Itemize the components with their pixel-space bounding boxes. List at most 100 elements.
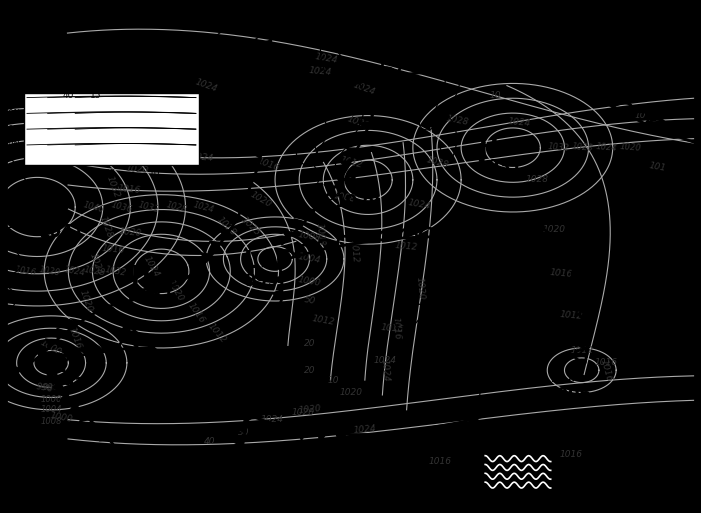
Text: 1020: 1020 xyxy=(39,265,62,278)
Polygon shape xyxy=(355,435,365,445)
Text: 1016: 1016 xyxy=(599,358,613,383)
Polygon shape xyxy=(133,333,144,343)
Text: 1012: 1012 xyxy=(394,241,418,252)
Polygon shape xyxy=(450,422,460,433)
Polygon shape xyxy=(243,384,253,391)
Polygon shape xyxy=(210,241,221,249)
Text: 1024: 1024 xyxy=(88,251,104,277)
Polygon shape xyxy=(111,294,121,306)
Text: 1020: 1020 xyxy=(339,388,362,397)
Polygon shape xyxy=(313,196,325,204)
Text: 1040: 1040 xyxy=(82,200,105,214)
Polygon shape xyxy=(297,430,308,440)
Polygon shape xyxy=(381,12,392,20)
Polygon shape xyxy=(412,429,423,440)
Text: 1024: 1024 xyxy=(193,78,219,94)
Polygon shape xyxy=(269,262,280,269)
Text: 1012: 1012 xyxy=(559,310,583,321)
Polygon shape xyxy=(97,303,105,311)
Text: 1028: 1028 xyxy=(215,215,238,238)
Polygon shape xyxy=(24,357,34,365)
Polygon shape xyxy=(364,109,375,116)
Polygon shape xyxy=(212,394,224,404)
Text: 1012: 1012 xyxy=(349,240,360,263)
Polygon shape xyxy=(359,122,370,129)
Text: 1028: 1028 xyxy=(446,114,470,127)
Text: 1016: 1016 xyxy=(390,317,401,340)
Text: 101: 101 xyxy=(648,162,667,173)
Polygon shape xyxy=(172,365,182,375)
Polygon shape xyxy=(374,434,385,444)
Text: 1012: 1012 xyxy=(339,155,363,170)
Text: 1016: 1016 xyxy=(429,457,452,466)
Text: 1028: 1028 xyxy=(526,175,548,184)
Polygon shape xyxy=(271,276,282,283)
Polygon shape xyxy=(251,151,262,158)
Polygon shape xyxy=(283,230,294,239)
Text: 1028: 1028 xyxy=(425,155,449,170)
Polygon shape xyxy=(256,109,266,116)
Text: 1020: 1020 xyxy=(249,190,273,209)
Text: 1020: 1020 xyxy=(414,277,426,301)
Text: 1008: 1008 xyxy=(314,223,325,246)
Text: 1006: 1006 xyxy=(545,386,591,404)
Text: 1000: 1000 xyxy=(39,339,63,358)
Polygon shape xyxy=(226,404,237,415)
Polygon shape xyxy=(53,382,62,388)
Polygon shape xyxy=(367,95,377,102)
Text: 80: 80 xyxy=(62,169,74,178)
Polygon shape xyxy=(245,370,257,378)
Polygon shape xyxy=(369,81,380,88)
Text: 1008: 1008 xyxy=(41,417,62,426)
Text: 1025: 1025 xyxy=(240,215,262,238)
Text: 1024: 1024 xyxy=(63,265,86,278)
Polygon shape xyxy=(69,404,79,411)
Polygon shape xyxy=(240,398,251,405)
Text: 1024: 1024 xyxy=(595,142,618,153)
Polygon shape xyxy=(145,344,156,353)
Bar xyxy=(482,449,554,491)
Text: 1016: 1016 xyxy=(381,323,404,333)
Text: 1020: 1020 xyxy=(125,165,149,175)
Polygon shape xyxy=(259,330,271,338)
Polygon shape xyxy=(339,161,350,168)
Polygon shape xyxy=(218,229,230,237)
Text: 1000: 1000 xyxy=(297,275,322,288)
Text: 1028: 1028 xyxy=(165,200,188,214)
Polygon shape xyxy=(393,432,404,443)
Text: H: H xyxy=(337,170,358,194)
Text: H: H xyxy=(479,136,498,160)
Polygon shape xyxy=(324,184,336,193)
Polygon shape xyxy=(279,426,289,437)
Text: H: H xyxy=(131,264,151,288)
Polygon shape xyxy=(79,414,89,422)
Polygon shape xyxy=(250,357,261,364)
Polygon shape xyxy=(243,177,254,185)
Text: 1036: 1036 xyxy=(109,200,132,214)
Text: 1019: 1019 xyxy=(204,126,250,144)
Text: 1028: 1028 xyxy=(98,214,114,239)
Polygon shape xyxy=(60,393,70,401)
Text: 1008: 1008 xyxy=(332,191,356,204)
Text: 1004: 1004 xyxy=(297,252,322,265)
Polygon shape xyxy=(269,303,280,310)
Polygon shape xyxy=(257,95,268,103)
Text: 1016: 1016 xyxy=(560,450,583,459)
Text: 1032: 1032 xyxy=(105,175,121,200)
Text: 1016: 1016 xyxy=(67,326,83,350)
Polygon shape xyxy=(224,494,235,502)
Text: 1016: 1016 xyxy=(594,358,618,367)
Text: 40: 40 xyxy=(204,438,215,446)
Text: 1012: 1012 xyxy=(311,314,335,327)
Polygon shape xyxy=(237,191,248,198)
Text: 1041: 1041 xyxy=(39,223,85,241)
Text: 1032: 1032 xyxy=(547,142,569,153)
Text: 1020: 1020 xyxy=(165,279,185,303)
Text: 1031: 1031 xyxy=(476,159,522,176)
Polygon shape xyxy=(235,425,246,433)
Text: 1016: 1016 xyxy=(549,268,573,279)
Polygon shape xyxy=(121,323,132,332)
Polygon shape xyxy=(226,480,238,488)
Text: 1020: 1020 xyxy=(298,404,321,416)
Text: 1024: 1024 xyxy=(353,80,377,96)
